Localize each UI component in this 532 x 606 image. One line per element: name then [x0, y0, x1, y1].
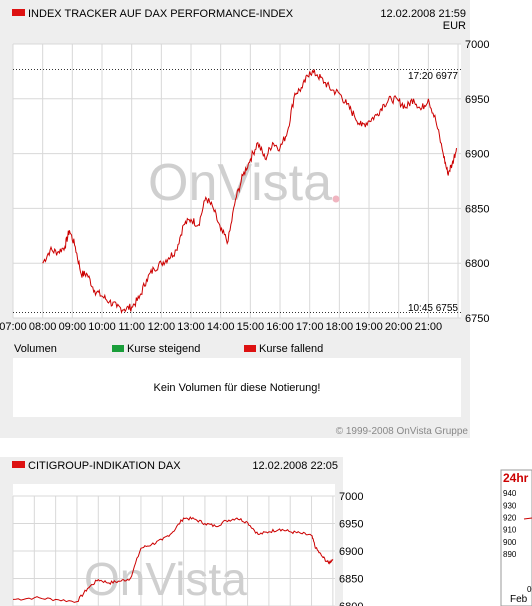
y-tick-label: 6900 — [465, 149, 489, 161]
chart-1-x-axis: 07:00 08:00 09:00 10:00 11:00 12:00 13:00 14:00… — [0, 321, 442, 333]
chart-2-datetime: 12.02.2008 22:05 — [252, 460, 338, 472]
y-tick-label: 6900 — [339, 546, 363, 558]
y-tick-label: 7000 — [339, 491, 363, 503]
watermark-dot-icon — [332, 195, 340, 203]
x-tick-label: 19:00 — [355, 321, 383, 333]
x-tick-label: 10:00 — [88, 321, 116, 333]
chart-1-currency: EUR — [443, 20, 466, 32]
x-tick-label: 13:00 — [177, 321, 205, 333]
chart-2-plot-area — [13, 484, 335, 606]
volume-box — [13, 358, 461, 417]
copyright-text: © 1999-2008 OnVista Gruppe — [336, 426, 469, 437]
chart-3-x-label: 00 — [527, 585, 532, 594]
y-tick-label: 900 — [503, 538, 517, 547]
chart-2-y-axis: 7000 6950 6900 6850 6800 — [339, 491, 363, 606]
legend-rising-label: Kurse steigend — [127, 343, 200, 355]
chart-1-low-label: 10:45 6755 — [408, 303, 458, 314]
y-tick-label: 930 — [503, 501, 517, 510]
y-tick-label: 890 — [503, 550, 517, 559]
chart-2-watermark: OnVista — [84, 553, 247, 605]
x-tick-label: 17:00 — [296, 321, 324, 333]
x-tick-label: 07:00 — [0, 321, 27, 333]
no-volume-text: Kein Volumen für diese Notierung! — [154, 382, 321, 394]
chart-3-y-axis: 940 930 920 910 900 890 — [503, 489, 517, 559]
y-tick-label: 6800 — [339, 601, 363, 606]
chart-1-watermark: OnVista — [148, 154, 332, 212]
chart-2-title: CITIGROUP-INDIKATION DAX — [28, 460, 181, 472]
chart-1-grid — [12, 43, 461, 319]
x-tick-label: 12:00 — [148, 321, 176, 333]
y-tick-label: 920 — [503, 513, 517, 522]
y-tick-label: 940 — [503, 489, 517, 498]
chart-1-title: INDEX TRACKER AUF DAX PERFORMANCE-INDEX — [28, 8, 294, 20]
legend-rising-icon — [112, 345, 124, 352]
series-marker-icon — [12, 9, 25, 16]
x-tick-label: 20:00 — [385, 321, 413, 333]
chart-1-series — [42, 69, 457, 314]
chart-3-series — [523, 517, 532, 520]
legend-falling-label: Kurse fallend — [259, 343, 323, 355]
x-tick-label: 11:00 — [118, 321, 145, 333]
chart-1-y-axis: 7000 6950 6900 6850 6800 6750 — [465, 39, 489, 325]
y-tick-label: 6850 — [339, 574, 363, 586]
x-tick-label: 15:00 — [237, 321, 265, 333]
chart-panel-24hr — [500, 469, 532, 606]
x-tick-label: 21:00 — [415, 321, 443, 333]
x-tick-label: 09:00 — [59, 321, 87, 333]
chart-2-grid — [12, 495, 335, 606]
x-tick-label: 08:00 — [29, 321, 57, 333]
chart-1-datetime: 12.02.2008 21:59 — [380, 8, 466, 20]
series-line — [12, 516, 334, 603]
y-tick-label: 6950 — [465, 94, 489, 106]
x-tick-label: 18:00 — [326, 321, 354, 333]
y-tick-label: 6800 — [465, 258, 489, 270]
x-tick-label: 16:00 — [266, 321, 294, 333]
chart-3-title: 24hr — [503, 471, 529, 485]
x-tick-label: 14:00 — [207, 321, 235, 333]
y-tick-label: 910 — [503, 526, 517, 535]
y-tick-label: 6950 — [339, 519, 363, 531]
legend-falling-icon — [244, 345, 256, 352]
series-line — [42, 69, 457, 314]
y-tick-label: 6850 — [465, 203, 489, 215]
chart-1-plot-area — [13, 44, 461, 318]
chart-2-series — [12, 516, 334, 603]
y-tick-label: 6750 — [465, 313, 489, 325]
y-tick-label: 7000 — [465, 39, 489, 51]
series-marker-icon — [12, 461, 25, 468]
legend-volume-label: Volumen — [14, 343, 57, 355]
chart-1-high-label: 17:20 6977 — [408, 71, 458, 82]
chart-3-date-label: Feb — [510, 594, 528, 605]
